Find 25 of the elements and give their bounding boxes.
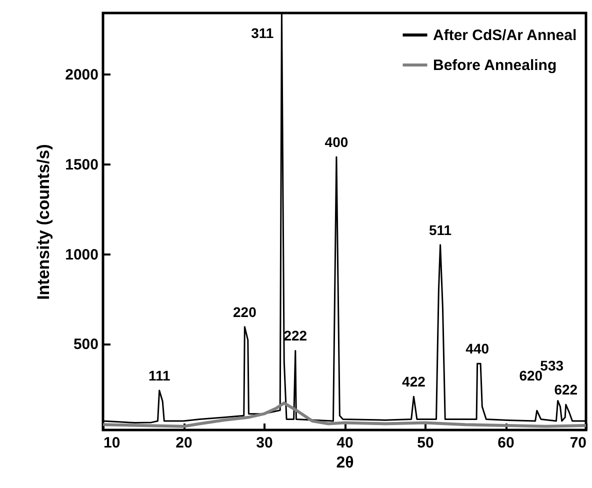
x-tick-label: 60 bbox=[498, 434, 514, 452]
legend-label: After CdS/Ar Anneal bbox=[433, 27, 577, 44]
annotation: 511 bbox=[429, 222, 452, 238]
annotation: 440 bbox=[466, 340, 490, 357]
x-tick-label: 20 bbox=[176, 434, 192, 452]
x-axis-title: 2θ bbox=[336, 454, 354, 472]
x-tick-label: 30 bbox=[256, 434, 273, 452]
annotation: 222 bbox=[284, 328, 308, 344]
annotation: 311 bbox=[251, 24, 274, 41]
annotation: 400 bbox=[324, 134, 348, 150]
y-tick-label: 2000 bbox=[65, 66, 98, 84]
annotation: 220 bbox=[233, 304, 257, 320]
x-tick-label: 70 bbox=[570, 434, 586, 452]
x-tick-label: 50 bbox=[417, 434, 434, 452]
legend-label: Before Annealing bbox=[433, 57, 557, 74]
x-tick-label: 40 bbox=[336, 434, 354, 452]
x-tick-label: 10 bbox=[104, 434, 120, 452]
y-tick-label: 500 bbox=[73, 336, 98, 354]
annotation: 422 bbox=[402, 374, 426, 390]
y-tick-label: 1500 bbox=[65, 156, 98, 174]
annotation: 622 bbox=[554, 382, 578, 398]
line-series bbox=[103, 402, 586, 428]
y-tick-label: 1000 bbox=[65, 246, 98, 264]
annotation: 111 bbox=[148, 367, 170, 384]
y-axis-title: Intensity (counts/s) bbox=[34, 144, 54, 300]
